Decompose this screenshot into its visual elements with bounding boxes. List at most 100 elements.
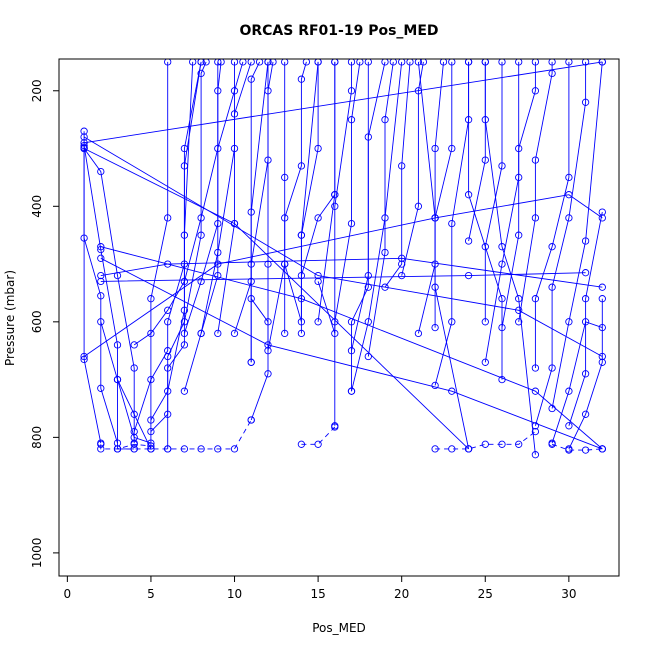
series-9 (97, 254, 606, 291)
x-tick-label-0: 0 (64, 587, 72, 601)
data-point-61-5 (515, 440, 523, 448)
data-point-35-2 (398, 162, 406, 170)
data-point-58-2 (247, 260, 255, 268)
data-point-4-0 (80, 139, 88, 147)
series-line-47 (551, 61, 603, 409)
series-line-4 (84, 61, 603, 144)
data-point-16-2 (164, 214, 172, 222)
data-point-41-2 (498, 162, 506, 170)
data-point-1-2 (97, 292, 105, 300)
data-point-49-1 (581, 410, 590, 418)
series-line-32 (351, 61, 369, 392)
data-point-45-3 (565, 173, 573, 182)
data-point-45-4 (565, 59, 573, 66)
data-point-56-2 (314, 318, 322, 326)
series-line-14 (133, 61, 244, 346)
data-point-19-4 (189, 59, 197, 66)
series-line-60 (301, 426, 336, 445)
data-point-5-0 (80, 133, 88, 141)
data-point-27-4 (302, 59, 311, 66)
series-62 (548, 440, 606, 454)
data-point-52-1 (515, 295, 523, 303)
data-point-59-6 (214, 445, 222, 453)
data-point-43-1 (515, 231, 523, 239)
series-line-13 (117, 379, 152, 450)
series-55 (297, 59, 322, 338)
series-10 (97, 269, 590, 286)
data-point-28-3 (314, 144, 322, 153)
series-3 (80, 127, 105, 447)
plot-area (80, 59, 606, 459)
data-point-0-2 (113, 341, 122, 349)
series-line-24 (250, 61, 274, 421)
data-point-9-0 (97, 271, 105, 280)
data-point-12-2 (130, 433, 138, 442)
data-point-32-3 (364, 59, 372, 66)
data-point-2-3 (130, 364, 138, 372)
series-7 (80, 191, 606, 361)
data-point-60-1 (314, 440, 322, 448)
data-point-56-1 (331, 191, 339, 199)
data-point-27-2 (297, 162, 306, 170)
series-line-58 (250, 61, 269, 363)
data-point-34-1 (381, 248, 389, 257)
data-point-10-0 (97, 277, 105, 286)
data-point-31-1 (331, 318, 339, 326)
series-50 (548, 318, 606, 447)
data-point-17-0 (147, 427, 155, 436)
data-point-45-0 (531, 364, 540, 372)
data-point-22-1 (230, 219, 239, 228)
data-point-45-1 (531, 295, 540, 303)
series-line-42 (484, 61, 520, 363)
data-point-59-8 (247, 416, 255, 424)
data-point-54-2 (364, 318, 372, 326)
data-point-62-0 (548, 440, 556, 448)
series-line-6 (83, 148, 469, 450)
data-point-16-1 (147, 295, 155, 303)
data-point-25-1 (247, 208, 255, 216)
data-point-62-2 (581, 446, 590, 454)
data-point-15-3 (164, 318, 172, 326)
series-line-20 (183, 61, 222, 392)
x-tick-label-1: 5 (147, 587, 155, 601)
x-tick-label-4: 20 (394, 587, 409, 601)
data-point-39-1 (448, 318, 456, 326)
data-point-57-2 (197, 277, 205, 286)
data-point-17-6 (202, 59, 210, 66)
data-point-52-4 (481, 59, 489, 66)
data-point-49-3 (598, 295, 606, 303)
series-line-31 (334, 61, 361, 426)
series-61 (431, 427, 540, 453)
data-point-50-3 (598, 323, 606, 332)
data-point-63-2 (113, 445, 122, 453)
data-point-27-1 (281, 214, 289, 222)
data-point-0-1 (97, 245, 105, 254)
data-point-60-0 (297, 440, 306, 448)
series-line-35 (384, 61, 411, 288)
data-point-48-1 (581, 370, 590, 378)
data-point-30-2 (331, 202, 339, 210)
data-point-31-4 (356, 59, 364, 66)
series-58 (247, 59, 272, 366)
data-point-41-3 (498, 59, 506, 66)
data-point-2-1 (97, 167, 105, 176)
data-point-27-0 (281, 329, 289, 338)
data-point-30-3 (347, 87, 356, 95)
y-axis: 200 400 600 800 1000 (30, 79, 59, 568)
series-line-38 (434, 61, 453, 328)
data-point-30-4 (347, 59, 356, 66)
data-point-43-3 (531, 87, 540, 95)
data-point-17-2 (164, 352, 172, 361)
data-point-20-0 (180, 387, 189, 395)
data-point-54-0 (398, 59, 406, 66)
data-point-61-3 (481, 440, 489, 448)
data-point-33-0 (347, 347, 356, 355)
data-point-21-1 (214, 248, 222, 257)
series-14 (130, 59, 247, 349)
series-line-2 (83, 148, 135, 444)
data-point-55-2 (297, 329, 306, 338)
data-point-61-0 (431, 445, 439, 453)
data-point-35-3 (406, 59, 414, 66)
data-point-1-4 (113, 439, 122, 447)
data-point-1-3 (97, 384, 105, 392)
